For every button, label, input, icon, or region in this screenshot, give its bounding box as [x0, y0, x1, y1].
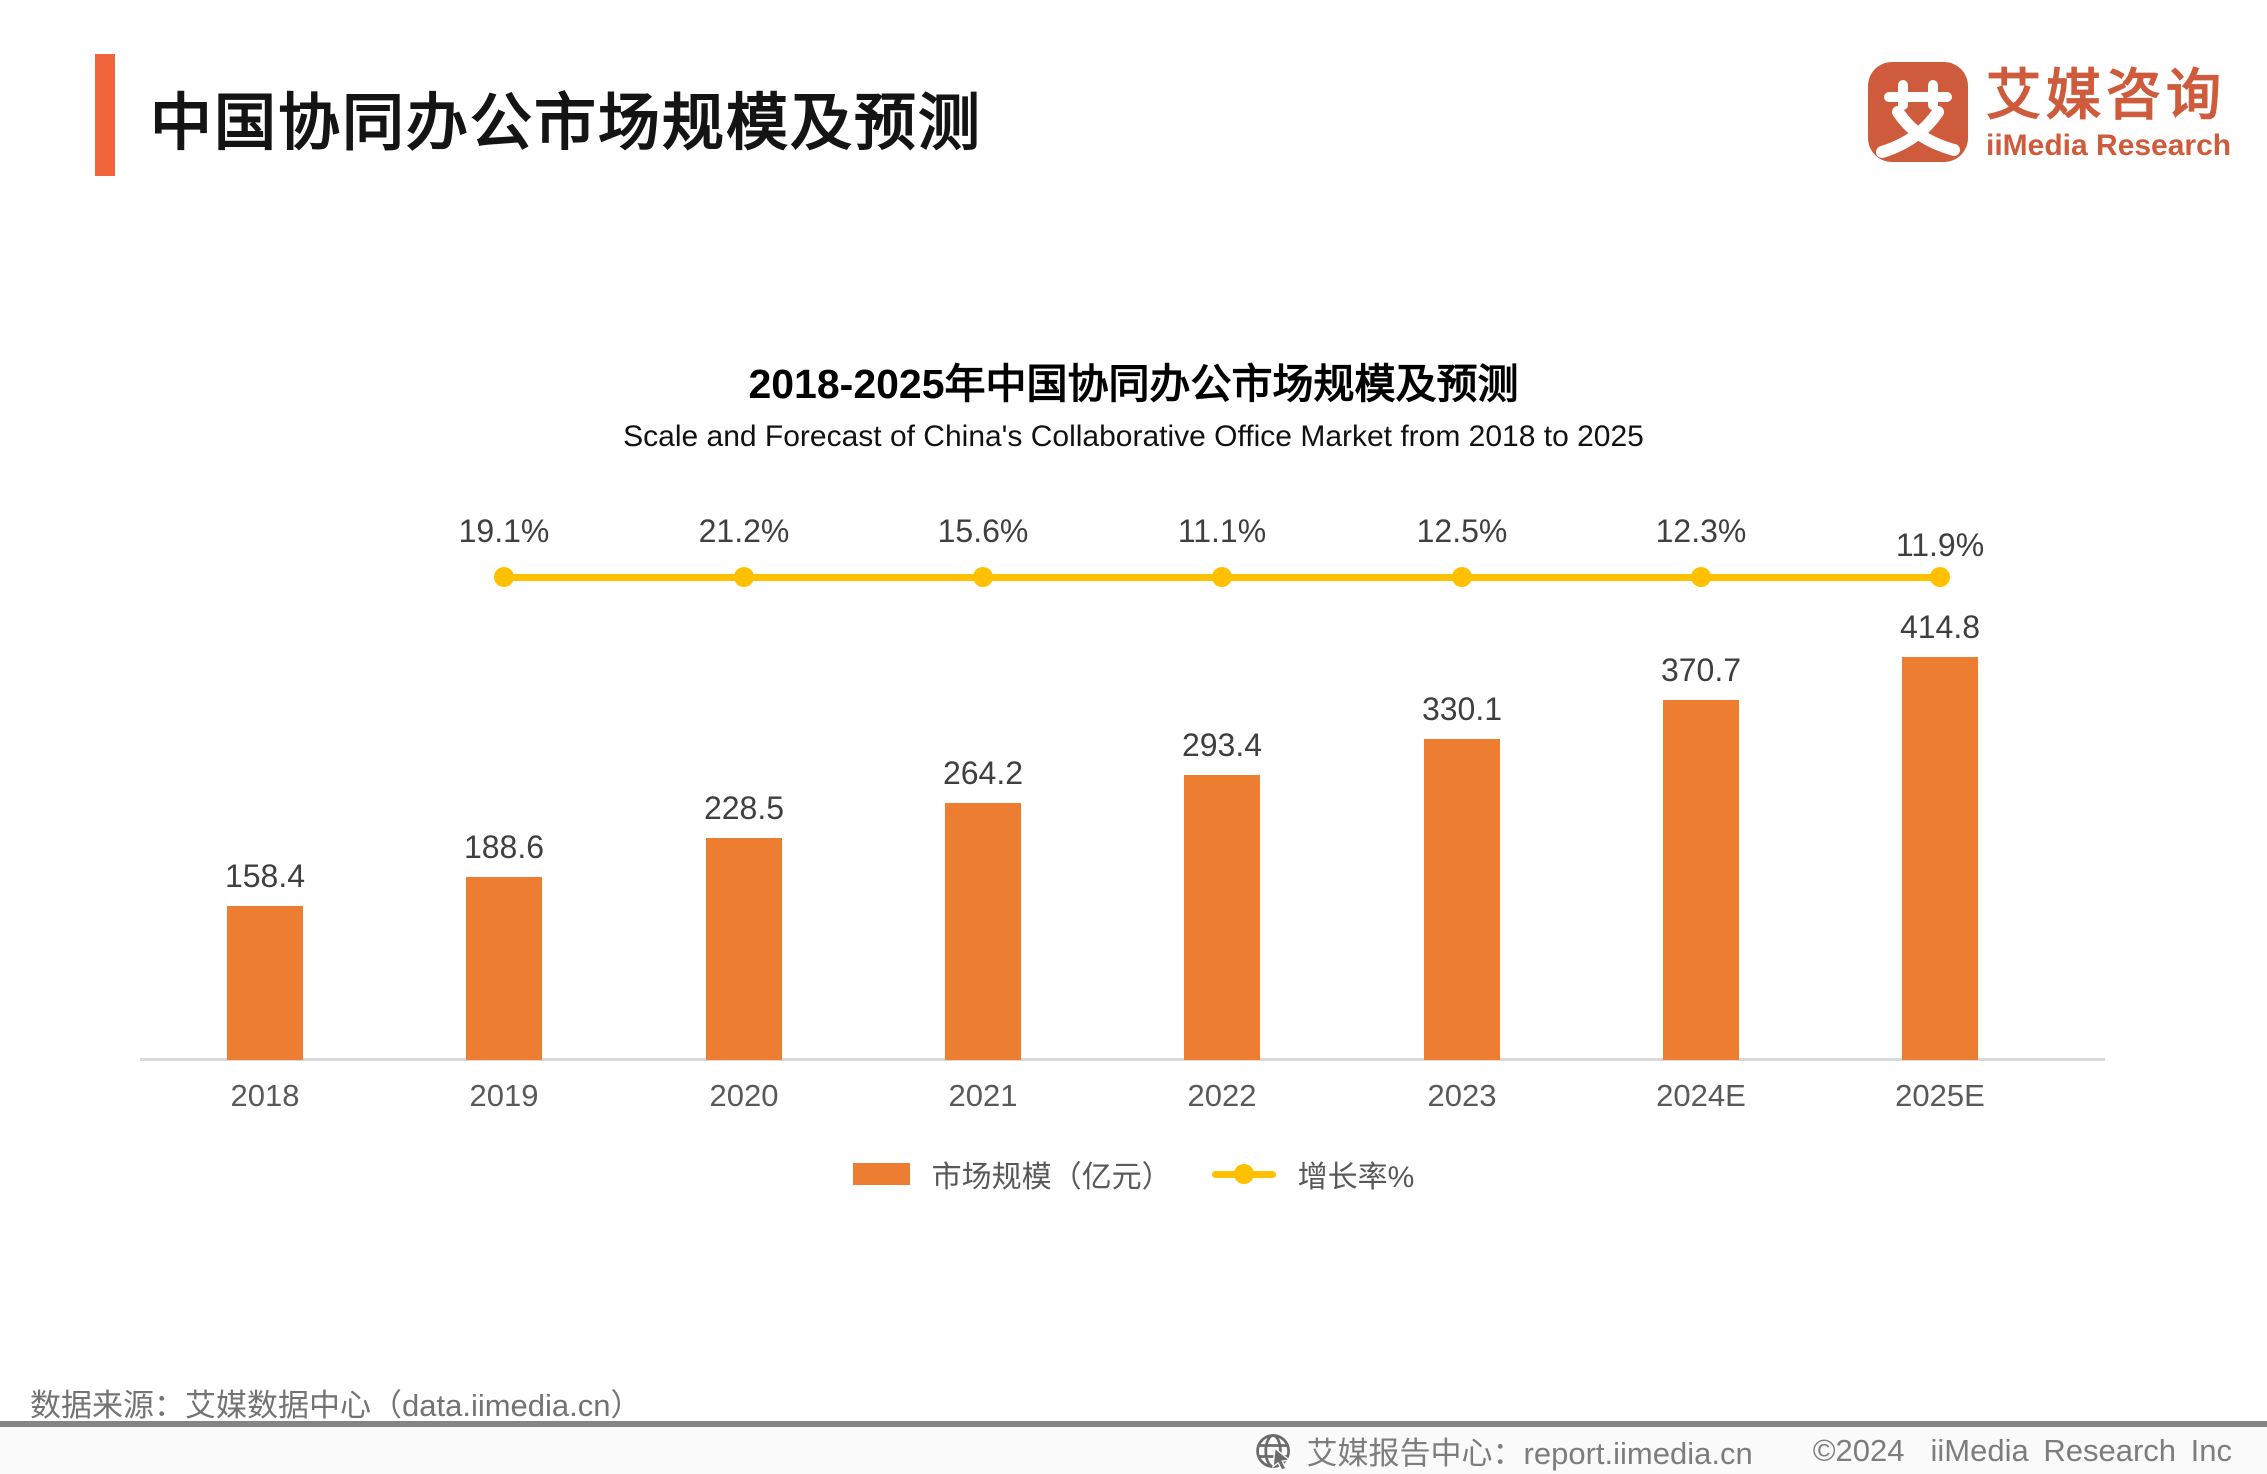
x-axis-label: 2023 — [1427, 1078, 1497, 1113]
x-axis-label: 2022 — [1187, 1078, 1257, 1113]
bar-value-label: 228.5 — [703, 790, 785, 826]
iimedia-logo-text: 艾媒咨询 iiMedia Research — [1986, 64, 2232, 162]
chart-subtitle: Scale and Forecast of China's Collaborat… — [623, 420, 1644, 453]
growth-rate-label: 12.5% — [1416, 513, 1508, 549]
bar-2021 — [945, 803, 1021, 1060]
footer-divider — [0, 1421, 2267, 1427]
legend-line-swatch — [1211, 1163, 1276, 1185]
legend-bar-label: 市场规模（亿元） — [931, 1161, 1172, 1194]
growth-rate-label: 11.1% — [1177, 513, 1267, 549]
brand-name-cn: 艾媒咨询 — [1986, 64, 2227, 127]
x-axis-label: 2020 — [709, 1078, 779, 1113]
iimedia-logo: 艾媒咨询 iiMedia Research — [1868, 62, 2231, 167]
x-axis-label: 2025E — [1895, 1078, 1985, 1113]
legend-line-label: 增长率% — [1297, 1161, 1415, 1194]
bar-value-label: 414.8 — [1899, 609, 1981, 645]
growth-rate-label: 11.9% — [1895, 527, 1985, 563]
bar-2022 — [1184, 775, 1260, 1060]
brand-name-en: iiMedia Research — [1986, 128, 2232, 162]
bar-value-label: 264.2 — [942, 755, 1024, 791]
iimedia-logo-icon — [1868, 62, 1968, 167]
growth-rate-point — [973, 567, 993, 587]
x-axis-line — [140, 1058, 2105, 1061]
bar-2024E — [1663, 700, 1739, 1060]
x-axis-label: 2019 — [469, 1078, 539, 1113]
growth-rate-point — [494, 567, 514, 587]
growth-rate-point — [734, 567, 754, 587]
bar-value-label: 370.7 — [1660, 652, 1742, 688]
footer-bar: 艾媒报告中心：report.iimedia.cn ©2024 iiMedia R… — [0, 1427, 2267, 1474]
bar-2020 — [706, 838, 782, 1060]
report-center-link: 艾媒报告中心：report.iimedia.cn — [1306, 1436, 1753, 1471]
growth-rate-label: 21.2% — [698, 513, 790, 549]
growth-rate-point — [1452, 567, 1472, 587]
chart-title: 2018-2025年中国协同办公市场规模及预测 — [748, 361, 1519, 407]
bar-value-label: 188.6 — [463, 829, 545, 865]
data-source-note: 数据来源：艾媒数据中心（data.iimedia.cn） — [30, 1388, 642, 1423]
company-text: iiMedia Research Inc — [1930, 1432, 2232, 1468]
bar-value-label: 158.4 — [224, 858, 306, 894]
growth-rate-label: 12.3% — [1655, 513, 1747, 549]
x-axis-label: 2018 — [230, 1078, 300, 1113]
legend-bar-swatch — [852, 1163, 910, 1185]
bar-2018 — [227, 906, 303, 1060]
growth-rate-label: 15.6% — [937, 513, 1029, 549]
bar-value-label: 330.1 — [1421, 691, 1503, 727]
growth-rate-point — [1691, 567, 1711, 587]
x-axis-label: 2021 — [948, 1078, 1018, 1113]
bar-value-label: 293.4 — [1181, 727, 1263, 763]
title-accent-bar — [95, 54, 115, 176]
growth-rate-label: 19.1% — [458, 513, 550, 549]
growth-rate-point — [1930, 567, 1950, 587]
x-axis-label: 2024E — [1656, 1078, 1746, 1113]
bar-2019 — [466, 877, 542, 1060]
globe-cursor-icon — [1253, 1430, 1295, 1472]
bar-2023 — [1424, 739, 1500, 1060]
bar-2025E — [1902, 657, 1978, 1060]
copyright-text: ©2024 — [1812, 1432, 1905, 1468]
page-title: 中国协同办公市场规模及预测 — [150, 89, 983, 158]
chart-legend: 市场规模（亿元） 增长率% — [0, 1152, 2267, 1196]
growth-rate-point — [1212, 567, 1232, 587]
